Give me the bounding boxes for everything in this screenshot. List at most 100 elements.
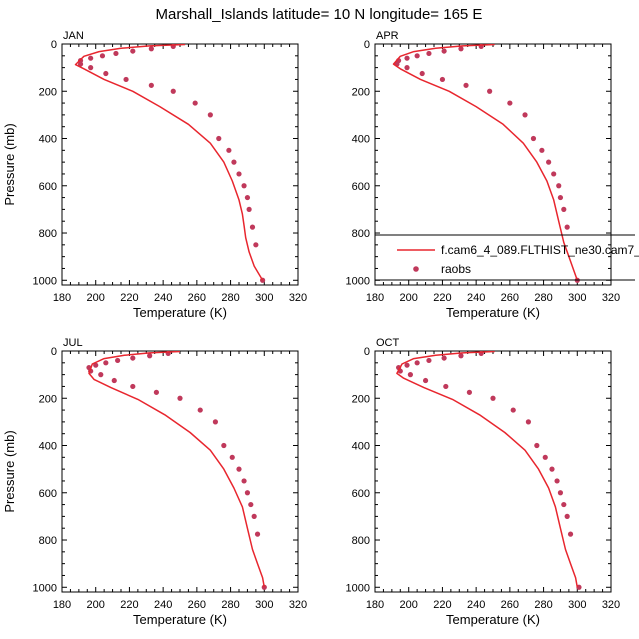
x-tick-label: 320 (289, 292, 307, 304)
plot-area (86, 351, 267, 590)
raobs-point (561, 206, 567, 212)
x-tick-label: 240 (154, 292, 172, 304)
raobs-point (530, 135, 537, 142)
raobs-point (522, 112, 528, 118)
raobs-point (564, 224, 570, 230)
raobs-point (130, 48, 136, 54)
x-axis-label: Temperature (K) (446, 305, 540, 320)
raobs-point (556, 183, 562, 189)
raobs-point (148, 46, 154, 52)
y-tick-label: 400 (39, 441, 57, 453)
raobs-point (241, 183, 247, 189)
x-tick-label: 220 (433, 599, 451, 611)
x-axis-label: Temperature (K) (133, 305, 227, 320)
raobs-point (103, 70, 109, 77)
raobs-point (564, 513, 570, 519)
raobs-point (236, 171, 242, 177)
x-tick-label: 260 (188, 292, 206, 304)
legend: f.cam6_4_089.FLTHIST_ne30.cam7_zm_raobs (375, 234, 639, 281)
raobs-point (113, 50, 119, 57)
plot-area (74, 44, 266, 283)
x-tick-label: 240 (467, 599, 485, 611)
plot-area (392, 44, 580, 283)
x-tick-label: 180 (366, 599, 384, 611)
x-tick-label: 180 (53, 599, 71, 611)
x-tick-label: 320 (602, 292, 620, 304)
x-tick-label: 280 (534, 599, 552, 611)
raobs-point (490, 395, 496, 401)
raobs-point (244, 194, 251, 201)
y-tick-label: 400 (352, 441, 370, 453)
raobs-point (77, 61, 84, 67)
raobs-point (207, 112, 213, 118)
raobs-point (170, 88, 176, 94)
raobs-point (253, 242, 259, 248)
y-tick-label: 1000 (33, 275, 57, 287)
legend-model-label: f.cam6_4_089.FLTHIST_ne30.cam7_zm_ (441, 243, 639, 257)
raobs-point (554, 478, 560, 484)
x-tick-label: 260 (501, 599, 519, 611)
raobs-point (130, 355, 136, 361)
y-tick-label: 200 (39, 393, 57, 405)
raobs-point (507, 100, 513, 106)
y-tick-label: 800 (352, 535, 370, 547)
x-tick-label: 220 (120, 599, 138, 611)
raobs-point (231, 159, 237, 165)
model-line (88, 351, 266, 588)
x-tick-label: 320 (602, 599, 620, 611)
x-tick-label: 180 (53, 292, 71, 304)
panel-label: OCT (376, 337, 400, 349)
y-tick-label: 600 (39, 181, 57, 193)
raobs-point (567, 531, 574, 537)
raobs-point (439, 76, 446, 83)
panel-label: JAN (63, 30, 84, 42)
raobs-point (246, 206, 252, 212)
x-tick-label: 300 (568, 599, 586, 611)
y-tick-label: 600 (39, 488, 57, 500)
x-tick-label: 260 (501, 292, 519, 304)
raobs-point (443, 383, 449, 390)
raobs-point (88, 55, 94, 61)
raobs-point (197, 407, 203, 413)
raobs-point (404, 65, 410, 71)
raobs-point (426, 50, 432, 57)
x-tick-label: 280 (534, 292, 552, 304)
raobs-point (534, 442, 540, 449)
panel-oct: 180 200 220 240 260 280 300 320 0 200 400 600 800 100… (346, 337, 621, 627)
raobs-point (404, 55, 410, 61)
raobs-point (177, 395, 183, 401)
raobs-point (542, 454, 548, 460)
legend-raobs-swatch (413, 266, 419, 272)
x-tick-label: 200 (87, 599, 105, 611)
panel-jan: 180 200 220 240 260 280 300 320 0 200 400 600 800 100… (2, 30, 307, 320)
y-tick-label: 200 (352, 393, 370, 405)
y-axis-label: Pressure (mb) (2, 430, 17, 512)
raobs-point (525, 419, 532, 425)
raobs-point (148, 82, 154, 88)
raobs-point (414, 53, 420, 59)
legend-raobs-label: raobs (441, 262, 471, 276)
x-tick-label: 300 (255, 292, 273, 304)
x-tick-label: 280 (221, 292, 239, 304)
y-tick-label: 800 (39, 228, 57, 240)
plot-frame (61, 43, 299, 286)
raobs-point (147, 353, 153, 359)
y-tick-label: 0 (51, 39, 57, 51)
raobs-point (414, 360, 420, 366)
x-tick-label: 180 (366, 292, 384, 304)
figure-title: Marshall_Islands latitude= 10 N longitud… (156, 6, 483, 23)
raobs-point (248, 501, 254, 508)
y-tick-label: 1000 (346, 275, 370, 287)
raobs-point (111, 377, 117, 384)
raobs-point (236, 466, 242, 472)
model-line (396, 351, 579, 588)
raobs-point (422, 377, 429, 384)
raobs-point (551, 171, 557, 177)
panel-apr: 180 200 220 240 260 280 300 320 0 200 400 600 800 100… (346, 30, 639, 320)
raobs-point (93, 362, 99, 368)
x-tick-label: 300 (255, 599, 273, 611)
panel-label: JUL (63, 337, 83, 349)
x-tick-label: 320 (289, 599, 307, 611)
raobs-point (192, 100, 198, 106)
raobs-point (254, 531, 261, 537)
